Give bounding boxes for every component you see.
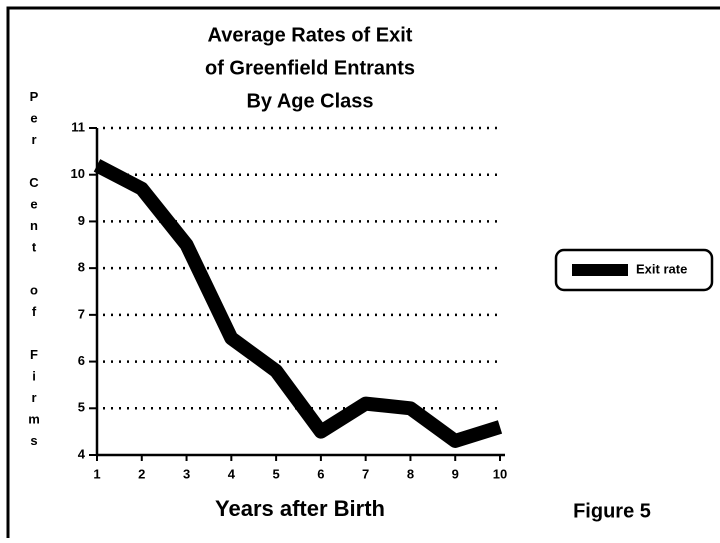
x-tick-label: 8 [407,466,414,481]
x-tick-label: 9 [452,466,459,481]
y-tick-label: 6 [78,353,85,368]
frame [6,6,720,543]
x-tick-label: 10 [493,466,507,481]
y-tick-label: 8 [78,260,85,275]
y-tick-label: 5 [78,400,85,415]
chart-title: By Age Class [246,90,373,112]
annotation: Figure 5 [573,500,651,522]
legend-label: Exit rate [636,261,687,276]
x-axis-label: Years after Birth [215,496,385,521]
y-tick-label: 10 [71,166,85,181]
line [93,159,503,448]
x-tick-label: 6 [317,466,324,481]
x-tick-label: 5 [272,466,279,481]
x-tick-label: 1 [93,466,100,481]
x-tick-label: 7 [362,466,369,481]
y-tick-label: 7 [78,306,85,321]
chart-title: of Greenfield Entrants [205,57,415,79]
y-tick-label: 11 [71,119,85,134]
x-tick-label: 2 [138,466,145,481]
x-tick-label: 3 [183,466,190,481]
legend-swatch [572,264,628,276]
chart-title: Average Rates of Exit [208,24,413,46]
y-tick-label: 4 [78,446,86,461]
y-tick-label: 9 [78,213,85,228]
legend-box [554,248,714,292]
x-tick-label: 4 [228,466,236,481]
